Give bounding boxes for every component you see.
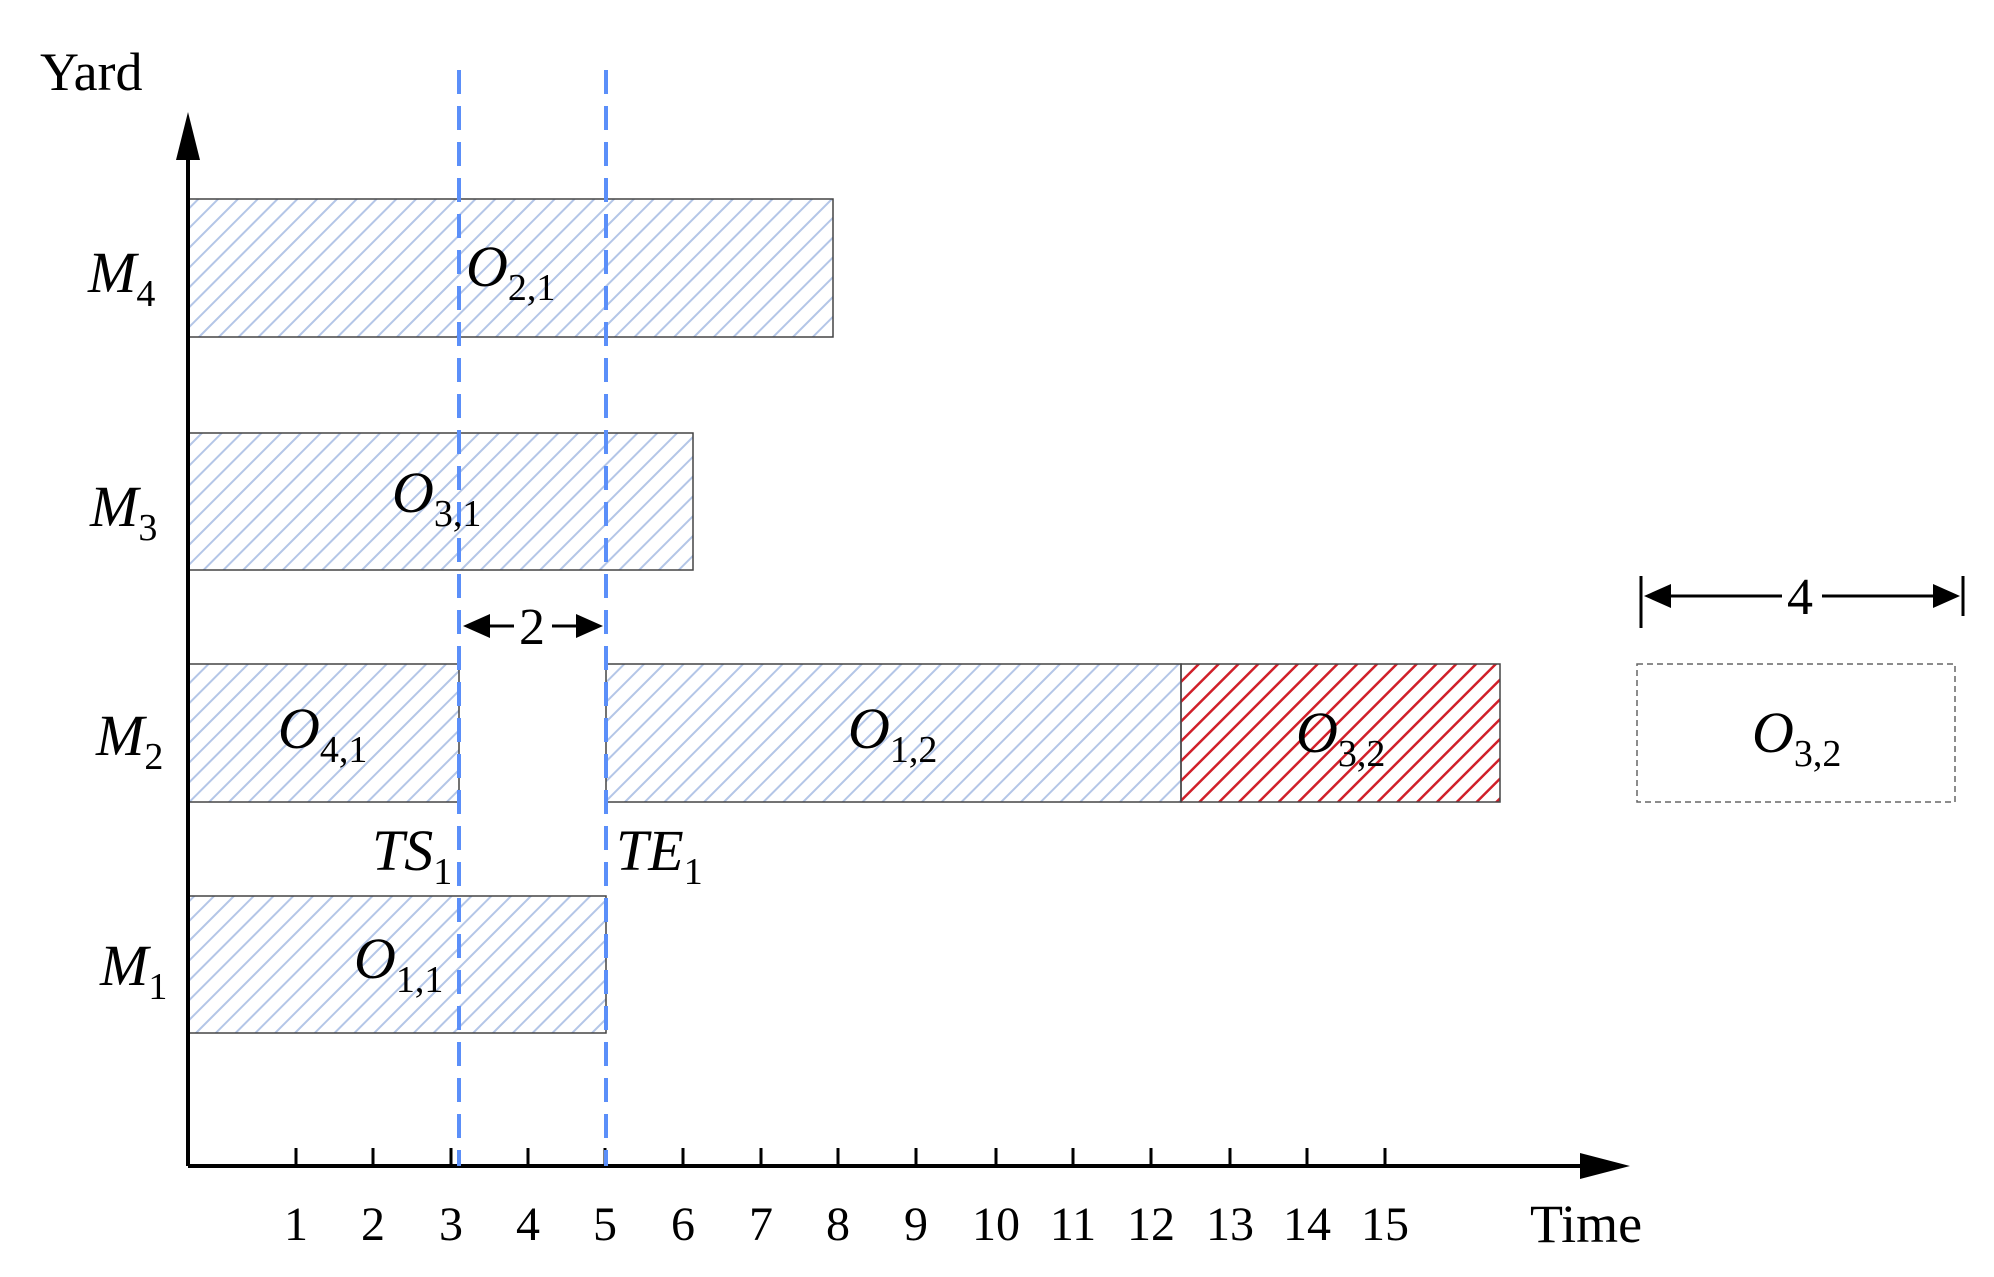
x-tick-label: 1 (284, 1198, 308, 1251)
x-tick-label: 2 (361, 1198, 385, 1251)
machine-label-m2: M2 (95, 703, 163, 778)
ts-label: TS1 (372, 818, 452, 893)
gap-arrow-right-icon (576, 614, 603, 638)
op-label-o12: O1,2 (848, 696, 937, 771)
x-tick-label: 3 (439, 1198, 463, 1251)
op-bar-o32-inserted (1180, 663, 1501, 803)
op-label-o32-inserted: O3,2 (1296, 700, 1385, 775)
op-label-o11: O1,1 (354, 926, 443, 1001)
x-axis-ticks: 1 2 3 4 5 6 7 8 9 10 11 12 13 14 15 (284, 1148, 1409, 1251)
y-axis-arrow-icon (176, 112, 200, 160)
te-label: TE1 (616, 818, 703, 893)
op-bar-o31 (187, 432, 694, 571)
machine-label-m3: M3 (89, 474, 157, 549)
gap-arrow-left-icon (463, 614, 490, 638)
op-label-o21: O2,1 (466, 234, 555, 309)
machine-label-m1: M1 (99, 933, 167, 1008)
x-tick-label: 12 (1127, 1198, 1175, 1251)
duration-label: 4 (1787, 569, 1813, 626)
x-axis-title: Time (1530, 1194, 1642, 1254)
op-bar-o11 (187, 895, 607, 1034)
pending-op-label: O3,2 (1752, 700, 1841, 775)
x-tick-label: 14 (1283, 1198, 1331, 1251)
x-tick-label: 4 (516, 1198, 540, 1251)
x-tick-label: 15 (1361, 1198, 1409, 1251)
op-bar-o41 (187, 663, 460, 803)
pending-operation-box (1636, 663, 1956, 803)
x-tick-label: 11 (1050, 1198, 1096, 1251)
op-label-o41: O4,1 (278, 696, 367, 771)
x-tick-label: 7 (749, 1198, 773, 1251)
x-tick-label: 6 (671, 1198, 695, 1251)
x-tick-label: 10 (972, 1198, 1020, 1251)
x-tick-label: 9 (904, 1198, 928, 1251)
gap-label: 2 (519, 599, 545, 656)
y-axis-title: Yard (40, 42, 143, 102)
gap-label-bg (514, 602, 552, 648)
duration-arrow-right-icon (1933, 584, 1960, 608)
x-tick-label: 5 (593, 1198, 617, 1251)
x-tick-label: 13 (1206, 1198, 1254, 1251)
machine-label-m4: M4 (87, 240, 155, 315)
x-axis-arrow-icon (1580, 1153, 1630, 1179)
op-bar-o21 (187, 198, 834, 338)
duration-arrow-left-icon (1644, 584, 1671, 608)
op-bar-o12 (605, 663, 1182, 803)
duration-label-bg (1782, 572, 1822, 620)
op-label-o31: O3,1 (392, 460, 481, 535)
x-tick-label: 8 (826, 1198, 850, 1251)
